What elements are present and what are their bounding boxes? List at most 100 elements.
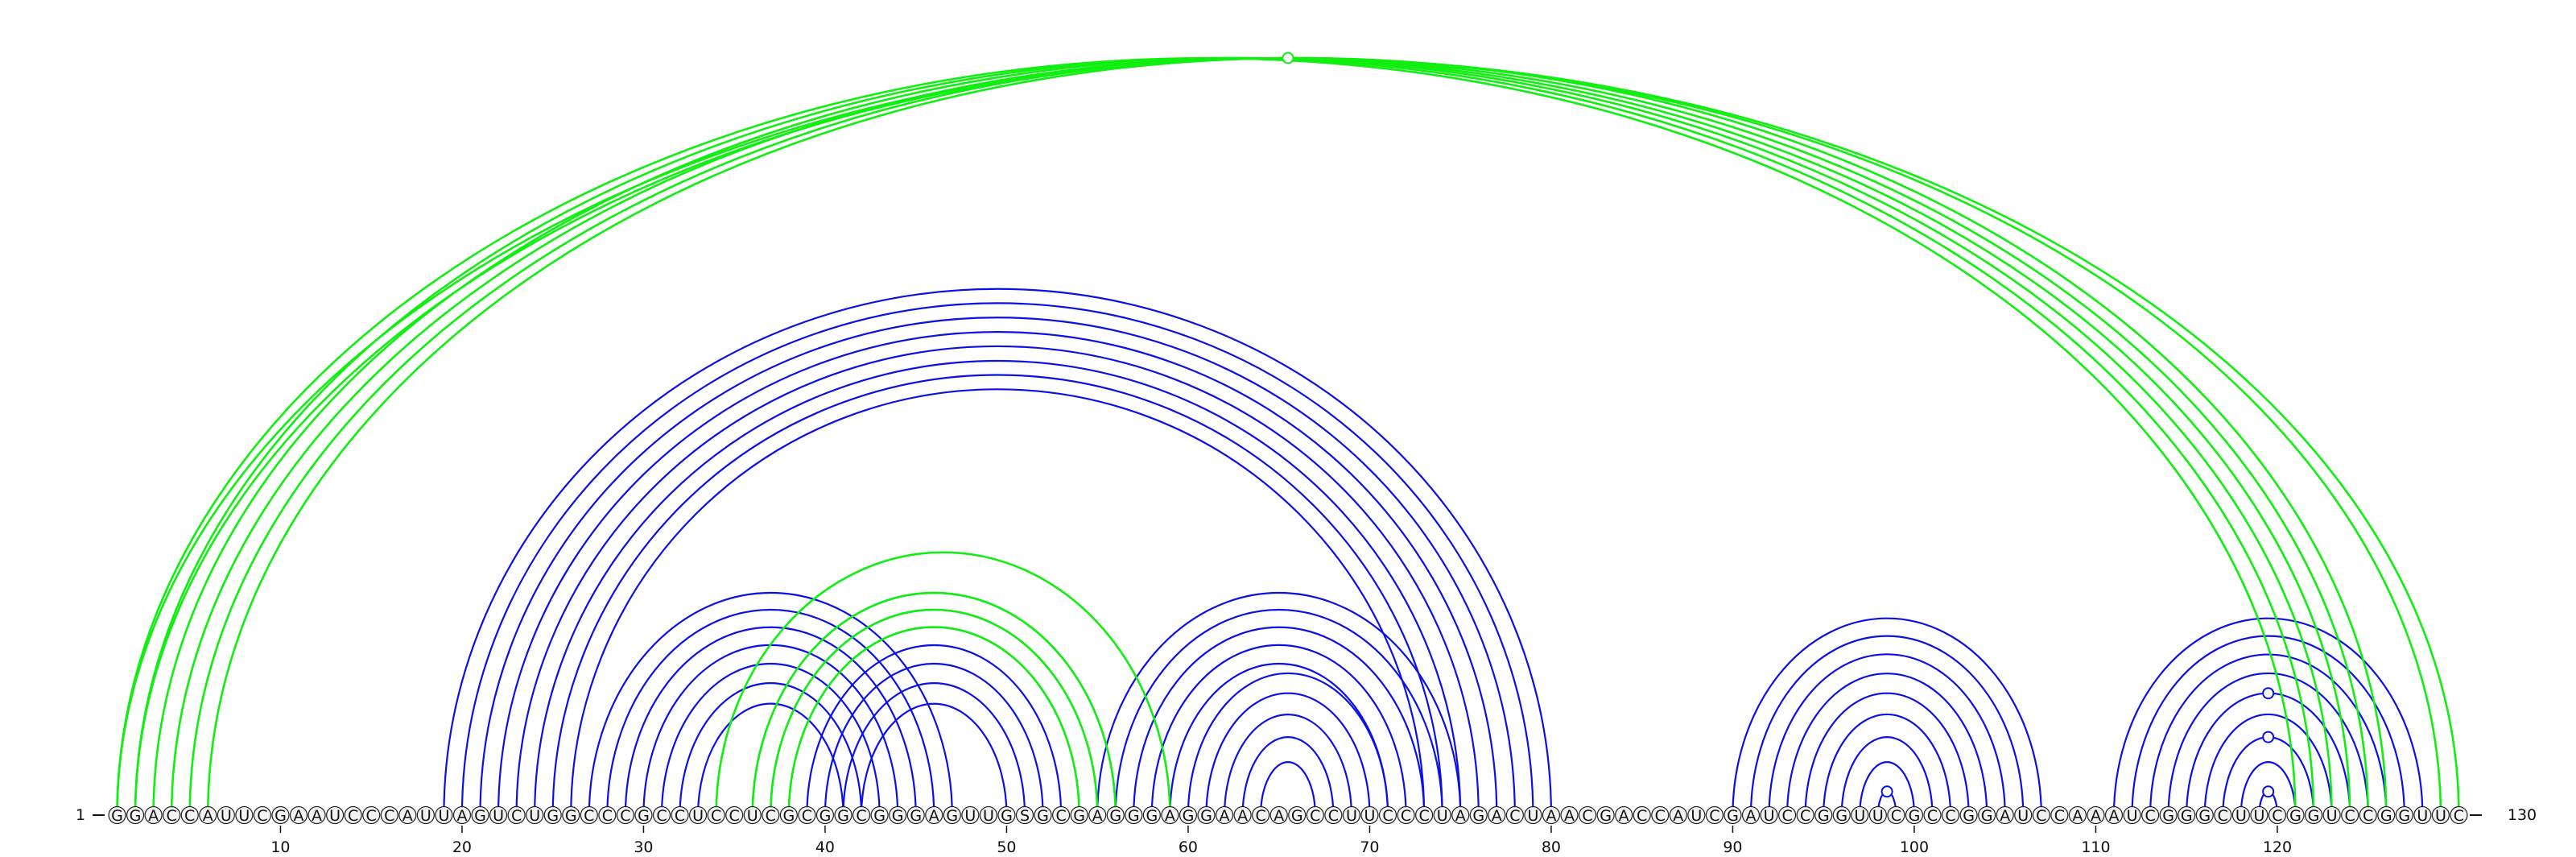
nucleotide-letter: C <box>584 807 594 825</box>
nucleotide-28: C <box>598 805 617 825</box>
nucleotide-54: G <box>1070 805 1088 825</box>
nucleotide-circle <box>1360 805 1379 825</box>
nucleotide-34: C <box>707 805 725 825</box>
nucleotide-letter: U <box>747 807 758 825</box>
nucleotide-circle <box>1378 805 1397 825</box>
nucleotide-letter: U <box>1527 807 1538 825</box>
nucleotide-78: C <box>1505 805 1524 825</box>
nucleotide-77: A <box>1488 805 1506 825</box>
nucleotide-49: U <box>979 805 998 825</box>
tick-label-20: 20 <box>452 838 472 856</box>
nucleotide-circle <box>2159 805 2178 825</box>
nucleotide-circle <box>1542 805 1561 825</box>
nucleotide-circle <box>2050 805 2069 825</box>
nucleotide-letter: C <box>729 807 740 825</box>
pseudoknot-arc-37-55 <box>770 608 1099 816</box>
nucleotide-57: G <box>1125 805 1143 825</box>
nucleotide-letter: U <box>2253 807 2264 825</box>
nucleotide-letter: A <box>148 807 159 825</box>
basepair-arc-58-72 <box>1150 644 1407 816</box>
nucleotide-circle <box>1015 805 1034 825</box>
nucleotide-circle <box>1088 805 1107 825</box>
nucleotide-letter: C <box>1418 807 1429 825</box>
nucleotide-letter: G <box>1183 807 1195 825</box>
nucleotide-53: C <box>1051 805 1071 825</box>
nucleotide-circle <box>634 805 653 825</box>
nucleotide-letter: C <box>675 807 685 825</box>
nucleotide-circle <box>344 805 362 825</box>
tick-label-110: 110 <box>2081 838 2110 856</box>
nucleotide-27: C <box>580 805 598 825</box>
nucleotide-circle <box>217 805 235 825</box>
nucleotide-123: U <box>2322 805 2341 825</box>
nucleotide-letter: A <box>1237 807 1248 825</box>
nucleotide-91: A <box>1741 805 1761 825</box>
nucleotide-letter: C <box>2036 807 2046 825</box>
basepair-arc-55-75 <box>1096 592 1462 816</box>
nucleotide-circle <box>1306 805 1324 825</box>
nucleotide-letter: G <box>1109 807 1121 825</box>
nucleotide-circle <box>798 805 816 825</box>
basepair-arc-26-73 <box>570 388 1426 816</box>
nucleotide-85: C <box>1633 805 1651 825</box>
nucleotide-13: U <box>326 805 345 825</box>
nucleotide-circle <box>1051 805 1071 825</box>
nucleotide-letter: C <box>366 807 377 825</box>
nucleotide-92: U <box>1760 805 1778 825</box>
pseudoknot-arc-6-126 <box>206 56 2388 816</box>
pseudoknot-arc-4-124 <box>170 56 2351 816</box>
nucleotide-letter: C <box>2145 807 2155 825</box>
nucleotide-circle <box>1669 805 1687 825</box>
nucleotide-letter: A <box>1619 807 1629 825</box>
nucleotide-circle <box>1651 805 1670 825</box>
nucleotide-circle <box>2413 805 2432 825</box>
nucleotide-letter: A <box>1673 807 1683 825</box>
nucleotide-letter: C <box>1637 807 1647 825</box>
nucleotide-circle <box>1197 805 1216 825</box>
nucleotide-letter: C <box>2272 807 2282 825</box>
nucleotide-circle <box>253 805 271 825</box>
nucleotide-letter: G <box>782 807 795 825</box>
tick-label-90: 90 <box>1723 838 1742 856</box>
nucleotide-letter: C <box>1891 807 1901 825</box>
nucleotide-31: C <box>652 805 671 825</box>
nucleotide-circle <box>489 805 508 825</box>
nucleotide-114: G <box>2159 805 2178 825</box>
nucleotide-letter: G <box>2289 807 2301 825</box>
nucleotide-55: A <box>1088 805 1107 825</box>
nucleotide-42: C <box>852 805 871 825</box>
nucleotide-117: C <box>2214 805 2232 825</box>
nucleotide-circle <box>1397 805 1415 825</box>
nucleotide-letter: C <box>511 807 522 825</box>
nucleotide-letter: U <box>238 807 250 825</box>
nucleotide-109: A <box>2068 805 2087 825</box>
nucleotide-circle <box>2014 805 2033 825</box>
nucleotide-letter: G <box>130 807 142 825</box>
nucleotide-115: G <box>2178 805 2196 825</box>
basepair-arc-118-121 <box>2240 761 2297 816</box>
tick-label-10: 10 <box>270 838 290 856</box>
nucleotide-circle <box>725 805 744 825</box>
nucleotide-102: C <box>1941 805 1960 825</box>
nucleotide-circle <box>1469 805 1488 825</box>
nucleotide-letter: G <box>946 807 958 825</box>
nucleotide-2: G <box>126 805 145 825</box>
nucleotide-letter: U <box>1346 807 1357 825</box>
nucleotide-circle <box>652 805 671 825</box>
basepair-arc-95-102 <box>1823 713 1952 816</box>
nucleotide-119: U <box>2250 805 2268 825</box>
nucleotide-letter: G <box>111 807 123 825</box>
basepair-arc-117-122 <box>2222 736 2315 816</box>
tick-label-30: 30 <box>634 838 653 856</box>
nucleotide-circle <box>1705 805 1724 825</box>
pseudoknot-arc-38-54 <box>787 626 1080 816</box>
nucleotide-97: U <box>1851 805 1869 825</box>
basepair-arc-60-71 <box>1187 672 1389 816</box>
tick-label-50: 50 <box>997 838 1016 856</box>
nucleotide-circle <box>1524 805 1542 825</box>
nucleotide-letter: A <box>1165 807 1175 825</box>
nucleotide-letter: G <box>565 807 577 825</box>
nucleotide-letter: U <box>1854 807 1865 825</box>
tick-label-80: 80 <box>1542 838 1561 856</box>
basepair-arc-21-78 <box>479 317 1516 816</box>
